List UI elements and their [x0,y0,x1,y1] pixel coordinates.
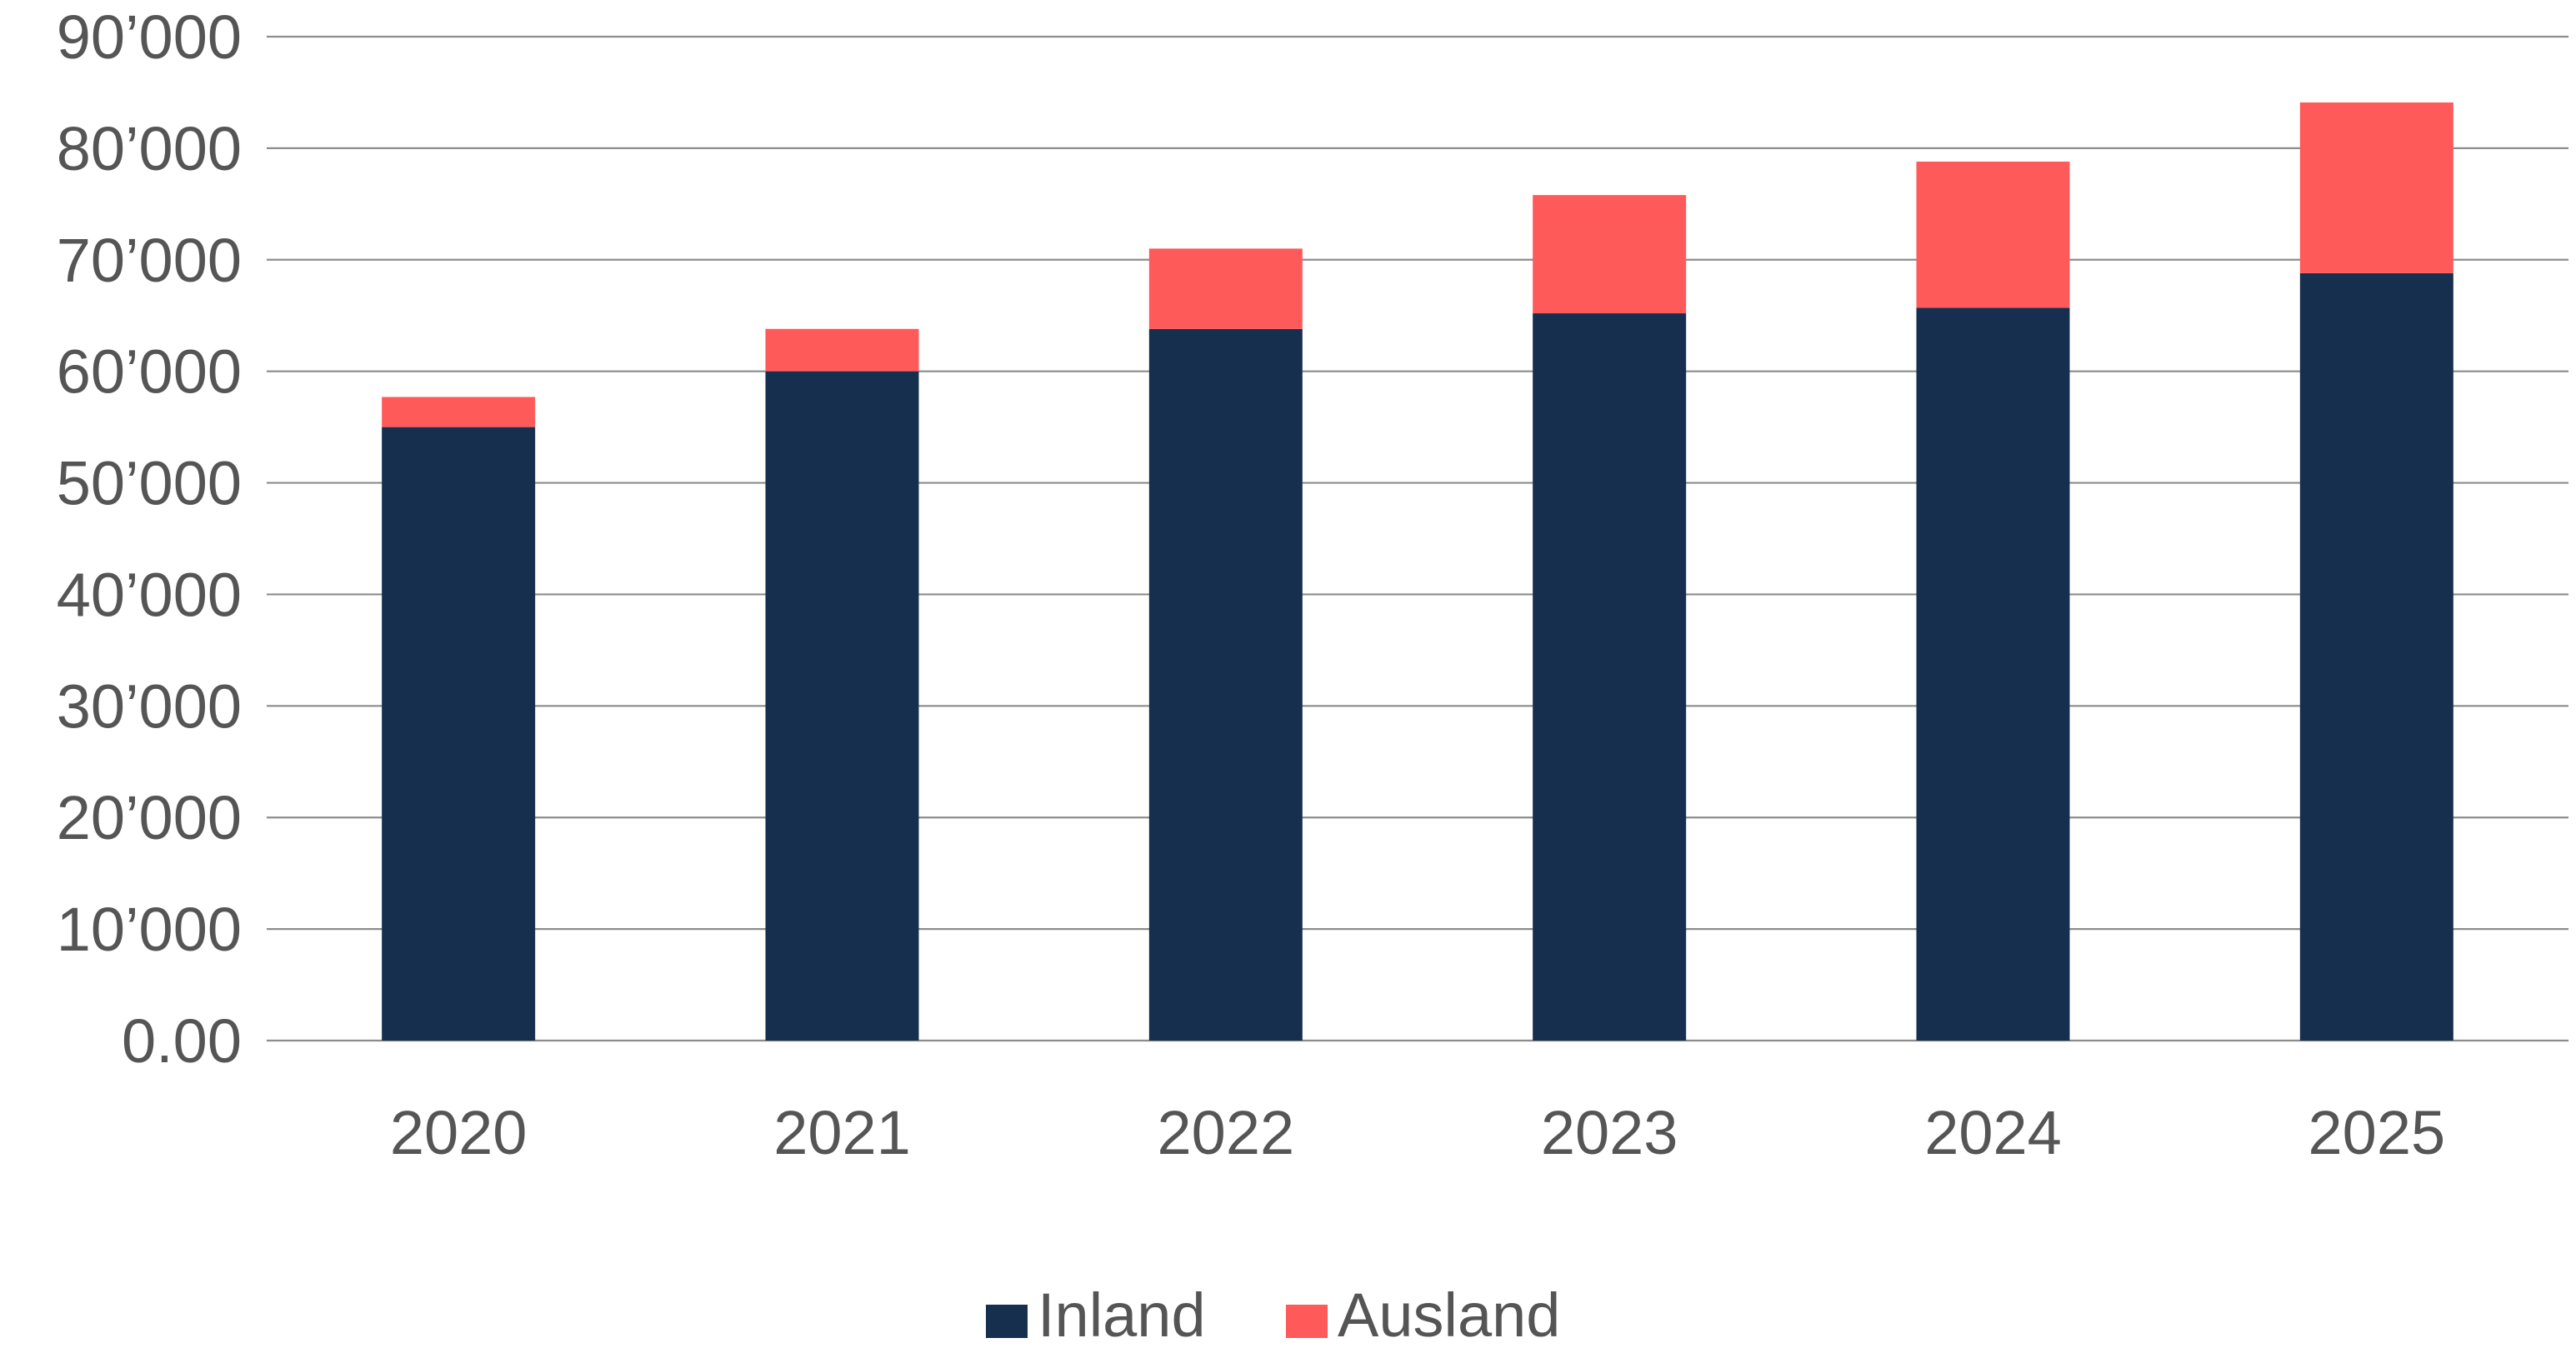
bar-inland-2021 [765,371,919,1041]
bar-ausland-2024 [1916,161,2070,308]
x-tick-label: 2023 [1541,1098,1678,1167]
x-tick-label: 2021 [773,1098,911,1167]
x-axis-tick-labels: 2020 2021 2022 2023 2024 2025 [390,1098,2445,1167]
y-axis-tick-labels: 0.00 10’000 20’000 30’000 40’000 50’000 60’000… [57,2,242,1076]
x-tick-label: 2022 [1158,1098,1295,1167]
legend-label-inland: Inland [1038,1281,1206,1350]
legend: Inland Ausland [986,1281,1560,1350]
y-tick-label: 10’000 [57,895,242,964]
y-tick-label: 80’000 [57,114,242,183]
gridlines [267,35,2568,1042]
y-tick-label: 20’000 [57,783,242,852]
bar-inland-2022 [1148,328,1303,1041]
bar-inland-2024 [1916,307,2070,1041]
bar-ausland-2025 [2299,102,2453,273]
bar-inland-2020 [382,427,536,1041]
legend-swatch-ausland [1286,1305,1328,1338]
y-tick-label: 30’000 [57,672,242,741]
y-tick-label: 50’000 [57,449,242,518]
bar-inland-2025 [2299,272,2453,1041]
bar-ausland-2023 [1533,195,1687,314]
bar-ausland-2022 [1148,248,1303,329]
y-tick-label: 40’000 [57,560,242,629]
legend-label-ausland: Ausland [1338,1281,1560,1350]
bar-inland-2023 [1533,313,1687,1041]
x-tick-label: 2025 [2308,1098,2446,1167]
bars [382,102,2453,1041]
x-tick-label: 2024 [1924,1098,2062,1167]
x-tick-label: 2020 [390,1098,528,1167]
y-tick-label: 0.00 [122,1006,242,1076]
y-tick-label: 60’000 [57,337,242,407]
bar-ausland-2020 [382,397,536,427]
bar-ausland-2021 [765,328,919,372]
legend-swatch-inland [986,1305,1028,1338]
y-tick-label: 90’000 [57,2,242,72]
y-tick-label: 70’000 [57,226,242,295]
